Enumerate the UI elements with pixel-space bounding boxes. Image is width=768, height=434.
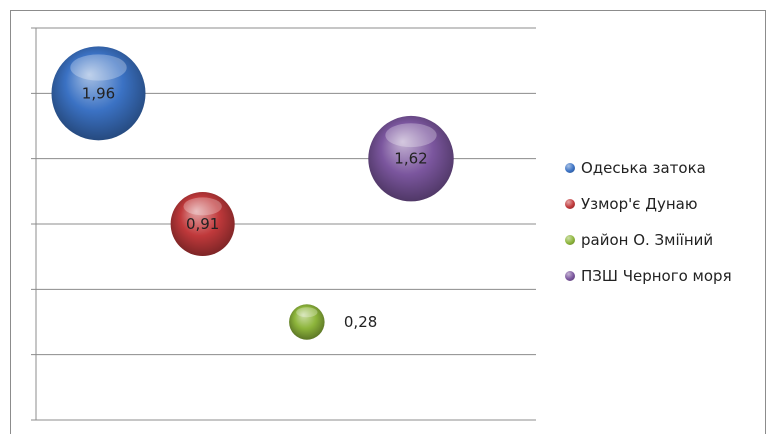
bubble [51,46,146,141]
legend-item: ПЗШ Черного моря [565,258,765,294]
bubble-highlight [183,197,222,216]
legend-item: Узмор'є Дунаю [565,186,765,222]
bubble-highlight [70,54,127,81]
bubble-highlight [296,307,318,318]
bubbles: 1,96 0,91 0,28 1,62 [51,46,454,340]
legend-marker-icon [565,163,575,173]
legend-label: район О. Зміїний [581,231,714,249]
legend-item: Одеська затока [565,150,765,186]
data-label: 0,91 [186,215,219,233]
legend-label: Узмор'є Дунаю [581,195,698,213]
legend: Одеська затока Узмор'є Дунаю район О. Змії… [565,150,765,294]
bubble [368,115,454,202]
legend-marker-icon [565,271,575,281]
data-label: 1,96 [82,84,115,102]
legend-marker-icon [565,235,575,245]
bubble [289,304,325,340]
data-label: 0,28 [344,313,377,331]
legend-marker-icon [565,199,575,209]
legend-label: Одеська затока [581,159,706,177]
bubble [170,191,235,257]
legend-label: ПЗШ Черного моря [581,267,732,285]
legend-item: район О. Зміїний [565,222,765,258]
data-label: 1,62 [394,150,427,168]
bubble-highlight [385,123,437,148]
